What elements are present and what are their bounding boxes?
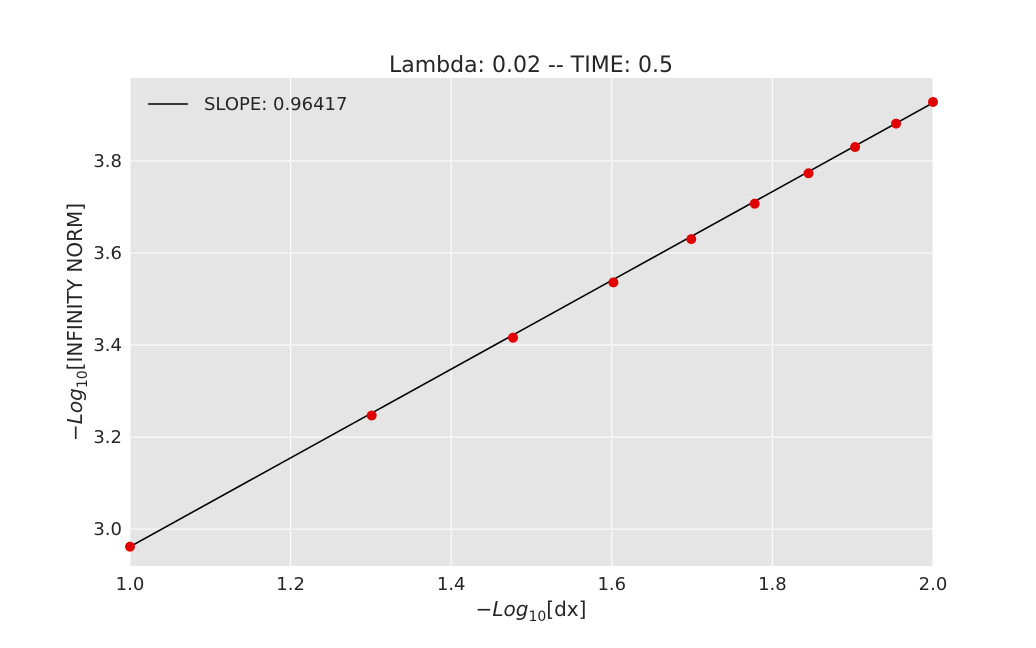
y-tick-label: 3.2: [93, 427, 122, 448]
x-tick-label: 1.0: [116, 574, 145, 595]
fit-line-layer: [129, 102, 934, 548]
y-axis-label: −Log10[INFINITY NORM]: [63, 203, 91, 441]
y-axis-label-subscript: 10: [75, 370, 91, 388]
data-point: [608, 277, 619, 288]
x-axis-label-prefix: −Log: [476, 597, 529, 621]
x-tick-label: 1.8: [758, 574, 787, 595]
data-point: [850, 142, 861, 153]
x-ticks: 1.0 1.2 1.4 1.6 1.8 2.0: [116, 574, 948, 595]
data-point: [749, 198, 760, 209]
plot-area: [130, 78, 933, 566]
y-ticks: 3.0 3.2 3.4 3.6 3.8: [93, 151, 122, 540]
data-point: [803, 168, 814, 179]
y-tick-label: 3.4: [93, 335, 122, 356]
x-axis-label: −Log10[dx]: [476, 597, 587, 625]
data-point: [891, 118, 902, 129]
y-axis-label-prefix: −Log: [63, 388, 87, 441]
data-point: [928, 96, 938, 107]
x-axis-label-subscript: 10: [528, 609, 546, 625]
y-tick-label: 3.6: [93, 243, 122, 264]
x-tick-label: 1.2: [276, 574, 305, 595]
data-point: [366, 410, 377, 421]
data-point: [508, 332, 519, 343]
data-point: [686, 234, 697, 245]
legend-label: SLOPE: 0.96417: [204, 94, 347, 115]
grid: [129, 78, 934, 566]
x-tick-label: 1.4: [437, 574, 466, 595]
legend: SLOPE: 0.96417: [148, 94, 347, 115]
data-point: [125, 541, 135, 552]
x-tick-label: 2.0: [919, 574, 948, 595]
x-tick-label: 1.6: [597, 574, 626, 595]
x-axis-label-suffix: [dx]: [546, 597, 586, 621]
y-tick-label: 3.8: [93, 151, 122, 172]
chart-title: Lambda: 0.02 -- TIME: 0.5: [389, 53, 673, 78]
points-layer: [125, 96, 938, 552]
fit-line: [129, 102, 934, 548]
y-axis-label-suffix: [INFINITY NORM]: [63, 203, 87, 370]
y-tick-label: 3.0: [93, 519, 122, 540]
